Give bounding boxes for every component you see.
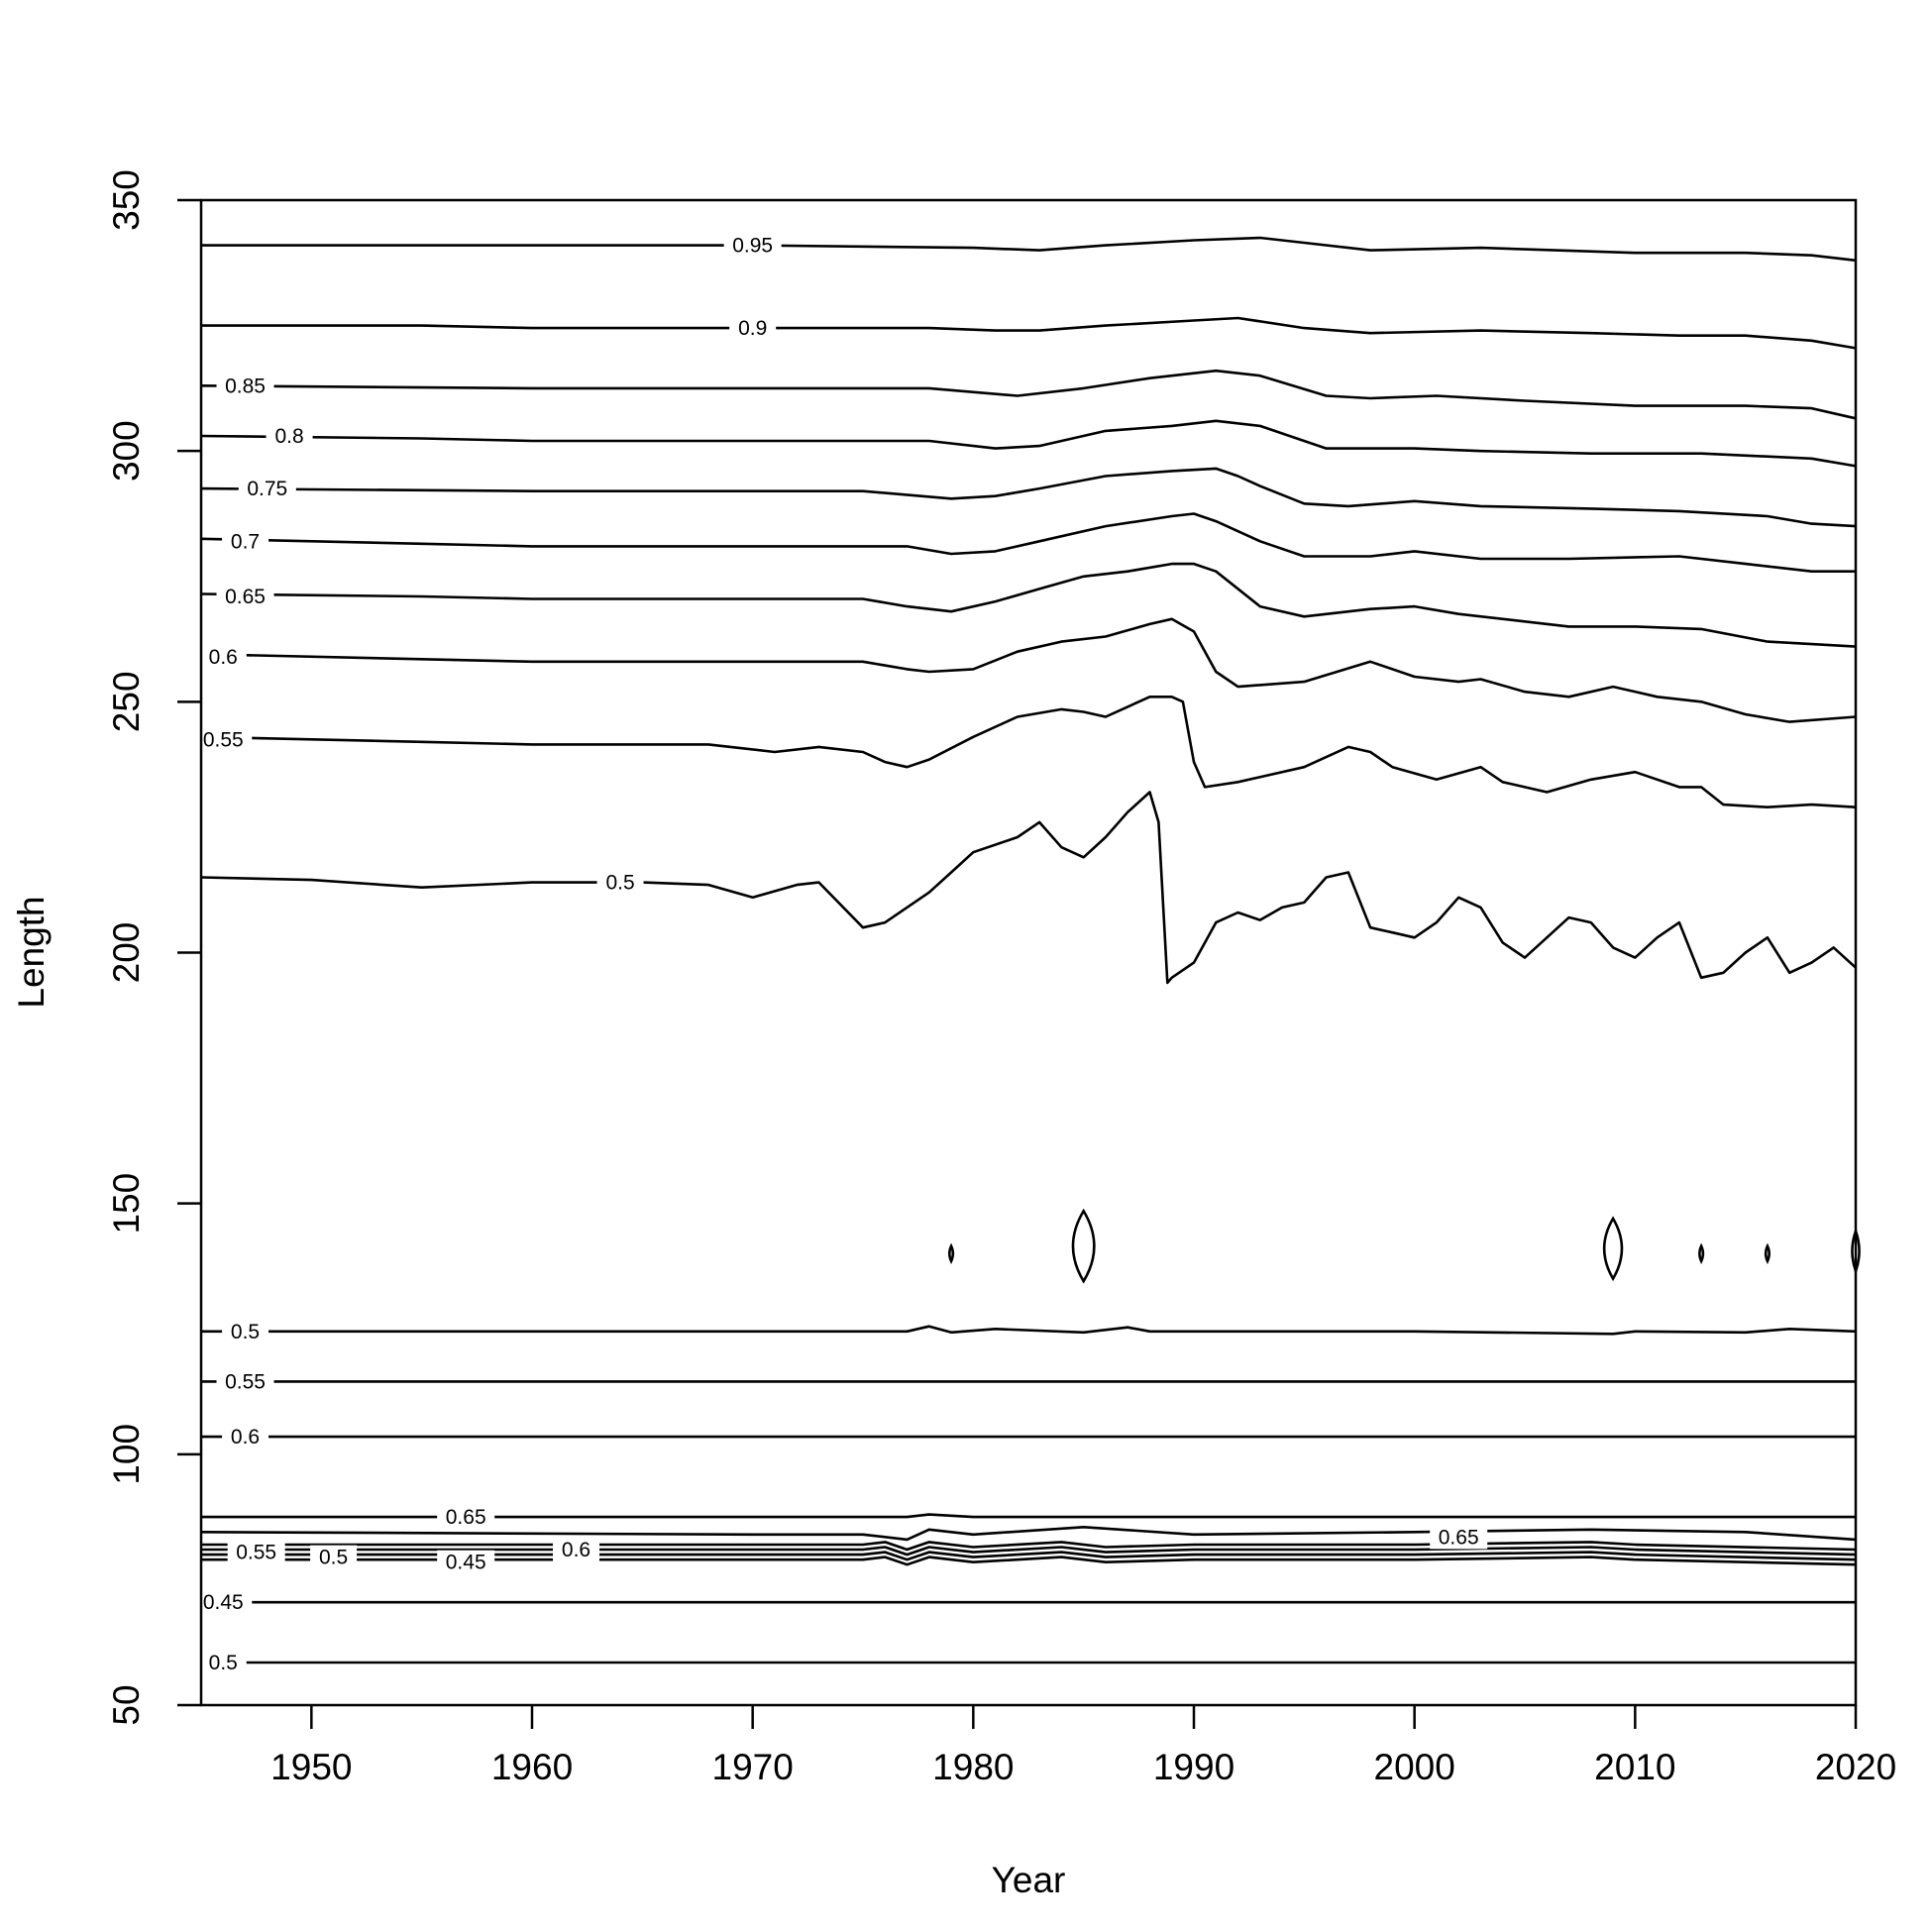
contour-line <box>200 467 1857 528</box>
contour-line <box>200 696 1857 808</box>
contour-label-background <box>222 1425 269 1449</box>
contour-line <box>200 617 1857 723</box>
contour-label: 0.8 <box>274 425 303 448</box>
contour-island <box>1071 1208 1096 1284</box>
contour-island <box>947 1242 955 1264</box>
contour-label: 0.95 <box>732 235 773 258</box>
contour-line <box>201 1513 1856 1519</box>
contour-label: 0.65 <box>446 1506 486 1529</box>
y-axis: 50 100 150 200 250 300 350 <box>106 169 201 1726</box>
contour-label-background <box>1430 1525 1488 1550</box>
contour-line <box>201 1546 1857 1556</box>
x-tick-label: 1960 <box>491 1747 573 1787</box>
y-tick-label: 350 <box>106 169 147 231</box>
contour-label-background <box>216 585 274 609</box>
contour-island <box>1602 1216 1624 1282</box>
contour-label: 0.85 <box>225 375 266 397</box>
contour-label-background <box>222 529 269 554</box>
contour-label: 0.45 <box>203 1591 244 1614</box>
contour-label: 0.45 <box>446 1552 486 1574</box>
contour-label-background <box>222 1319 269 1343</box>
contour-label-background <box>199 1650 247 1674</box>
contour-line <box>201 1541 1857 1552</box>
contour-label-background <box>553 1538 600 1562</box>
plot-frame <box>199 198 1858 1707</box>
contour-label-background <box>194 1590 253 1615</box>
y-tick-label: 250 <box>106 671 147 732</box>
contour-island <box>1764 1242 1771 1264</box>
contour-line <box>201 236 1857 263</box>
y-tick-label: 100 <box>106 1424 147 1485</box>
contour-line <box>201 1325 1857 1336</box>
y-axis-title: Length <box>11 896 52 1008</box>
contour-label: 0.9 <box>738 317 767 340</box>
x-axis: 1950 1960 1970 1980 1990 2000 2010 2020 <box>270 1705 1896 1787</box>
contour-lines <box>200 236 1861 1664</box>
contour-label: 0.5 <box>319 1547 348 1569</box>
contour-label-background <box>437 1550 495 1574</box>
contour-label: 0.65 <box>1439 1526 1479 1549</box>
contour-label: 0.6 <box>562 1539 590 1561</box>
contour-label-background <box>310 1545 358 1569</box>
contour-label: 0.65 <box>225 586 266 608</box>
contour-label: 0.55 <box>225 1370 266 1393</box>
contour-label: 0.5 <box>605 872 634 895</box>
contour-label-background <box>266 423 313 448</box>
contour-label-background <box>729 316 777 341</box>
contour-label-background <box>216 1369 274 1394</box>
contour-label-background <box>238 477 296 501</box>
x-axis-title: Year <box>992 1860 1066 1900</box>
contour-label-background <box>199 644 247 669</box>
y-tick-label: 150 <box>106 1173 147 1234</box>
y-tick-label: 300 <box>106 420 147 482</box>
y-tick-label: 200 <box>106 922 147 984</box>
contour-label: 0.75 <box>247 478 287 500</box>
x-tick-label: 2000 <box>1374 1747 1455 1787</box>
contour-line <box>201 1556 1857 1566</box>
contour-label-background <box>227 1540 285 1564</box>
contour-label: 0.5 <box>231 1321 260 1343</box>
x-tick-label: 2010 <box>1594 1747 1675 1787</box>
contour-label: 0.7 <box>231 530 260 553</box>
contour-line <box>200 1526 1857 1542</box>
contour-line <box>200 369 1857 420</box>
x-tick-label: 1990 <box>1153 1747 1234 1787</box>
contour-line <box>201 316 1857 350</box>
contour-label: 0.6 <box>209 646 238 669</box>
contour-label-background <box>723 233 782 258</box>
contour-line <box>200 562 1857 648</box>
contour-label: 0.5 <box>209 1652 238 1674</box>
contour-label-background <box>437 1505 495 1530</box>
contour-island <box>1698 1242 1705 1264</box>
contour-label-background <box>216 374 274 398</box>
contour-label: 0.6 <box>231 1426 260 1449</box>
contour-labels: 0.95 0.9 0.85 0.8 0.75 0.7 0.65 0.6 0.55 0.5 0.5 0.… <box>194 233 1488 1674</box>
contour-label-background <box>194 727 253 752</box>
contour-line <box>200 791 1857 985</box>
contour-line <box>200 419 1857 468</box>
contour-label: 0.55 <box>203 728 244 751</box>
x-tick-label: 1970 <box>712 1747 794 1787</box>
contour-label-background <box>596 870 644 895</box>
contour-label: 0.55 <box>236 1542 276 1564</box>
x-tick-label: 1980 <box>932 1747 1014 1787</box>
contour-line <box>200 512 1856 573</box>
x-tick-label: 1950 <box>270 1747 352 1787</box>
y-tick-label: 50 <box>106 1684 147 1725</box>
contour-line <box>201 1551 1857 1561</box>
x-tick-label: 2020 <box>1815 1747 1896 1787</box>
